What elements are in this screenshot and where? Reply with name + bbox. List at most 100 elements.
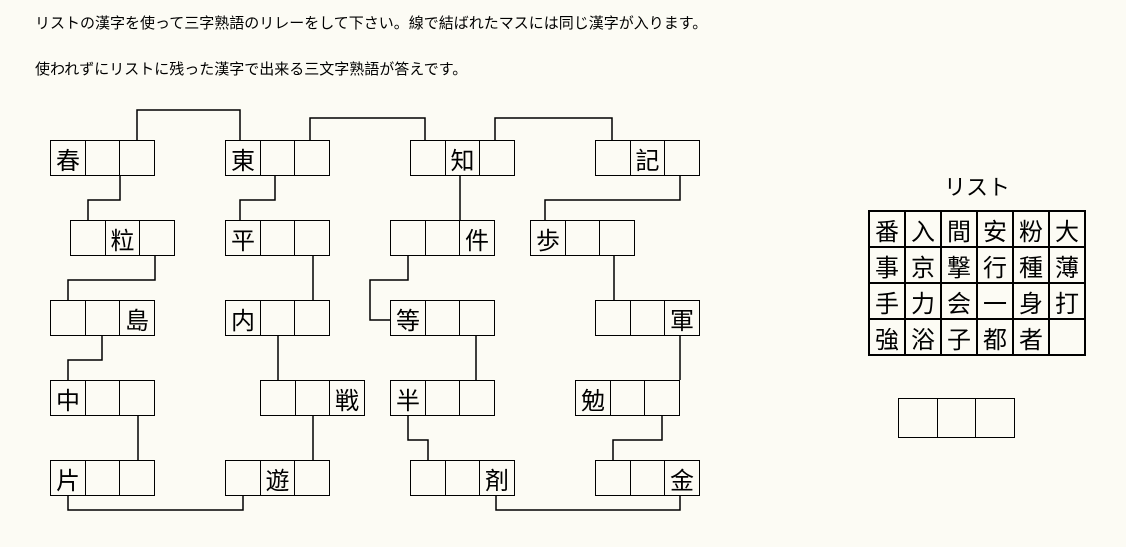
connector [545, 176, 680, 220]
empty-cell[interactable] [595, 460, 631, 496]
list-cell: 会 [941, 283, 977, 319]
list-cell: 薄 [1049, 247, 1085, 283]
empty-cell[interactable] [85, 300, 121, 336]
filled-cell: 片 [50, 460, 86, 496]
list-cell: 者 [1013, 319, 1049, 355]
list-cell: 間 [941, 211, 977, 247]
list-cell: 手 [869, 283, 905, 319]
empty-cell[interactable] [595, 300, 631, 336]
empty-cell[interactable] [70, 220, 106, 256]
empty-cell[interactable] [664, 140, 700, 176]
list-cell: 一 [977, 283, 1013, 319]
empty-cell[interactable] [119, 140, 155, 176]
empty-cell[interactable] [294, 460, 330, 496]
empty-cell[interactable] [139, 220, 175, 256]
list-cell [1049, 319, 1085, 355]
empty-cell[interactable] [260, 380, 296, 416]
empty-cell[interactable] [295, 380, 331, 416]
empty-cell[interactable] [425, 300, 461, 336]
filled-cell: 知 [445, 140, 481, 176]
list-title: リスト [868, 170, 1086, 202]
list-cell: 種 [1013, 247, 1049, 283]
word-w15: 半 [390, 380, 495, 416]
filled-cell: 歩 [530, 220, 566, 256]
connector [495, 118, 612, 140]
empty-cell[interactable] [260, 300, 296, 336]
filled-cell: 勉 [575, 380, 611, 416]
empty-cell[interactable] [85, 460, 121, 496]
filled-cell: 春 [50, 140, 86, 176]
empty-cell[interactable] [595, 140, 631, 176]
list-cell: 都 [977, 319, 1013, 355]
word-w2: 東 [225, 140, 330, 176]
connector [88, 176, 120, 220]
empty-cell[interactable] [459, 300, 495, 336]
empty-cell[interactable] [610, 380, 646, 416]
empty-cell[interactable] [260, 220, 296, 256]
word-w1: 春 [50, 140, 155, 176]
empty-cell[interactable] [119, 460, 155, 496]
word-w14: 戦 [260, 380, 365, 416]
empty-cell[interactable] [225, 460, 261, 496]
empty-cell[interactable] [459, 380, 495, 416]
connector [68, 496, 243, 510]
word-w13: 中 [50, 380, 155, 416]
empty-cell[interactable] [425, 380, 461, 416]
list-cell: 番 [869, 211, 905, 247]
empty-cell[interactable] [119, 380, 155, 416]
empty-cell[interactable] [479, 140, 515, 176]
list-cell: 事 [869, 247, 905, 283]
filled-cell: 金 [664, 460, 700, 496]
empty-cell[interactable] [294, 140, 330, 176]
connector [68, 256, 155, 300]
empty-cell[interactable] [599, 220, 635, 256]
empty-cell[interactable] [294, 300, 330, 336]
connector [408, 416, 428, 460]
list-row: 強浴子都者 [869, 319, 1085, 355]
empty-cell[interactable] [425, 220, 461, 256]
empty-cell[interactable] [85, 140, 121, 176]
answer-cell[interactable] [975, 398, 1015, 438]
word-w20: 金 [595, 460, 700, 496]
instruction-line-1: リストの漢字を使って三字熟語のリレーをして下さい。線で結ばれたマスには同じ漢字が… [35, 12, 707, 33]
list-cell: 粉 [1013, 211, 1049, 247]
empty-cell[interactable] [410, 140, 446, 176]
word-w9: 島 [50, 300, 155, 336]
empty-cell[interactable] [294, 220, 330, 256]
word-w12: 軍 [595, 300, 700, 336]
connector [496, 496, 680, 510]
empty-cell[interactable] [410, 460, 446, 496]
word-w17: 片 [50, 460, 155, 496]
list-cell: 行 [977, 247, 1013, 283]
word-w6: 平 [225, 220, 330, 256]
empty-cell[interactable] [260, 140, 296, 176]
empty-cell[interactable] [644, 380, 680, 416]
connector [613, 416, 662, 460]
empty-cell[interactable] [630, 300, 666, 336]
empty-cell[interactable] [630, 460, 666, 496]
filled-cell: 中 [50, 380, 86, 416]
list-cell: 強 [869, 319, 905, 355]
filled-cell: 遊 [260, 460, 296, 496]
word-w18: 遊 [225, 460, 330, 496]
list-cell: 大 [1049, 211, 1085, 247]
connector [137, 110, 240, 140]
filled-cell: 粒 [105, 220, 141, 256]
answer-cell[interactable] [937, 398, 977, 438]
list-cell: 打 [1049, 283, 1085, 319]
word-w16: 勉 [575, 380, 680, 416]
empty-cell[interactable] [85, 380, 121, 416]
empty-cell[interactable] [50, 300, 86, 336]
kanji-list: リスト 番入間安粉大事京撃行種薄手力会一身打強浴子都者 [868, 170, 1086, 356]
connector [240, 176, 275, 220]
answer-cell[interactable] [898, 398, 938, 438]
filled-cell: 剤 [479, 460, 515, 496]
word-w7: 件 [390, 220, 495, 256]
empty-cell[interactable] [445, 460, 481, 496]
list-row: 事京撃行種薄 [869, 247, 1085, 283]
answer-box [898, 398, 1015, 438]
word-w19: 剤 [410, 460, 515, 496]
empty-cell[interactable] [565, 220, 601, 256]
empty-cell[interactable] [390, 220, 426, 256]
connector [310, 118, 425, 140]
